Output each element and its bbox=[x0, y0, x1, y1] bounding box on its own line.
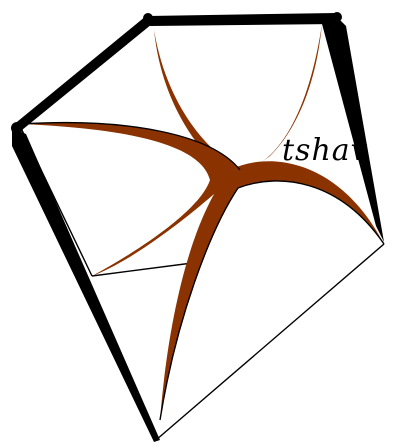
frame-top-bar bbox=[148, 13, 338, 26]
swoosh-right-arch bbox=[160, 161, 384, 421]
frame-knot-top-left bbox=[143, 13, 153, 23]
thin-line-middle bbox=[91, 261, 201, 277]
logo-thin-lines bbox=[19, 125, 385, 441]
frame-right-edge bbox=[322, 14, 384, 242]
thin-line-bottom-right bbox=[155, 243, 385, 441]
frame-upper-left-edge bbox=[12, 16, 152, 130]
logo-swoosh-outlines bbox=[21, 121, 385, 421]
logo-swooshes bbox=[22, 24, 384, 421]
swoosh-left-outline bbox=[21, 121, 241, 171]
frame-left-edge bbox=[12, 128, 160, 442]
thin-line-inner-left bbox=[19, 125, 93, 277]
frame-knot-top-right bbox=[332, 12, 342, 22]
swoosh-right-outline bbox=[237, 180, 385, 245]
swoosh-stem-outline bbox=[159, 187, 239, 421]
logo-wordmark: tshav bbox=[282, 133, 369, 168]
logo-frame bbox=[11, 12, 384, 442]
frame-knot-left bbox=[11, 122, 23, 134]
